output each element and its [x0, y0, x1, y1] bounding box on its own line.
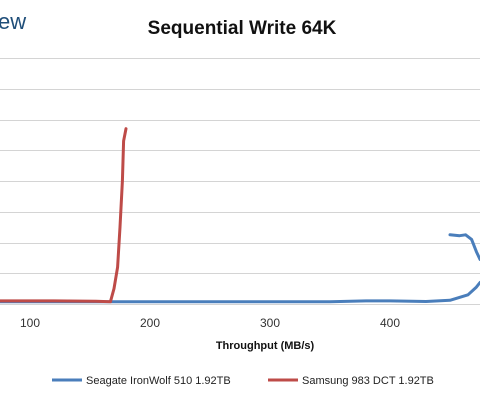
x-tick-100: 100	[20, 316, 40, 330]
legend-label-1: Seagate IronWolf 510 1.92TB	[86, 375, 231, 387]
series-1-line	[0, 281, 480, 304]
legend-label-2: Samsung 983 DCT 1.92TB	[302, 375, 434, 387]
logo-fragment: ew	[0, 9, 26, 34]
legend: Seagate IronWolf 510 1.92TB Samsung 983 D…	[52, 375, 434, 387]
x-tick-400: 400	[380, 316, 400, 330]
x-axis-label: Throughput (MB/s)	[216, 340, 315, 352]
chart-title: Sequential Write 64K	[148, 18, 337, 39]
series-1-upper-line	[448, 233, 480, 261]
series-2-line	[0, 127, 128, 304]
gridlines	[0, 58, 480, 305]
x-tick-300: 300	[260, 316, 280, 330]
x-tick-labels: 100 200 300 400	[20, 316, 400, 330]
series-layer	[0, 127, 480, 304]
x-tick-200: 200	[140, 316, 160, 330]
